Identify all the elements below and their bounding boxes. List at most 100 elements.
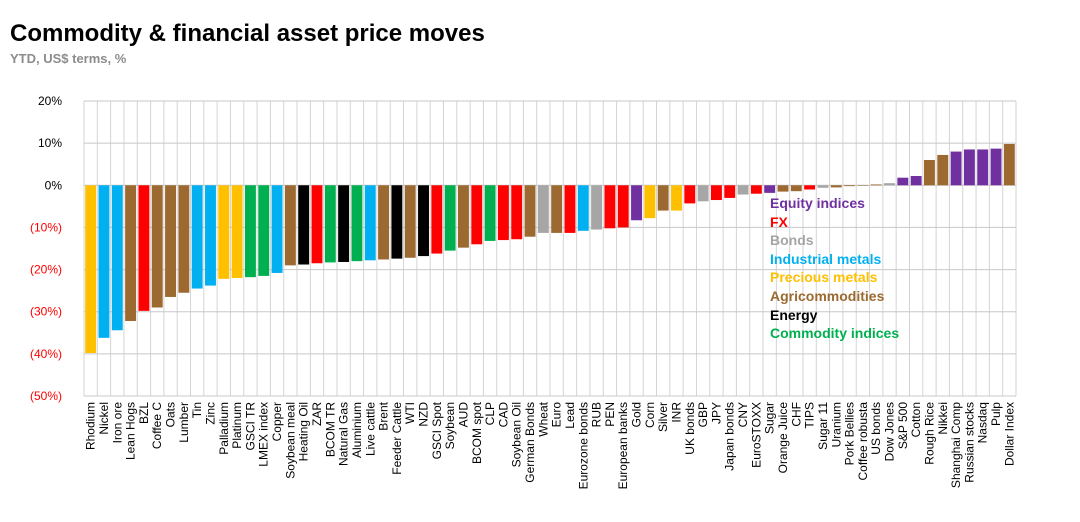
x-tick-label: Copper [270,402,284,441]
x-tick-label: PEN [603,402,617,427]
bar-russian-stocks [963,149,975,186]
x-tick-label: Corn [643,402,657,428]
bar-silver [657,185,669,211]
x-tick-label: BCOM spot [470,401,484,464]
chart-title: Commodity & financial asset price moves [10,20,485,47]
bar-nikkei [937,154,949,186]
bar-lean-hogs [125,185,137,321]
bar-gsci-spot [431,185,443,254]
bar-pen [604,185,616,229]
x-tick-label: Shanghai Comp [949,402,963,488]
x-tick-label: Sugar [763,402,777,434]
bar-sugar-11 [817,185,829,188]
x-tick-label: Brent [377,401,391,430]
bar-uranium [830,185,842,188]
bar-natural-gas [338,185,350,262]
bar-dow-jones [884,183,895,186]
bar-tips [804,185,816,190]
x-tick-label: Heating Oil [297,402,311,461]
legend-item-bonds: Bonds [770,232,814,249]
legend-item-agri: Agricommodities [770,287,885,304]
x-tick-label: Feeder Cattle [390,402,404,475]
bar-live-cattle [364,185,376,261]
x-tick-label: Russian stocks [962,402,976,483]
bar-cotton [910,176,922,186]
x-tick-label: CLP [483,402,497,425]
bar-japan-bonds [724,185,736,198]
x-tick-label: BCOM TR [323,402,337,457]
x-tick-label: Orange Juice [776,402,790,474]
x-tick-label: US bonds [869,402,883,455]
chart-legend: Equity indices FX Bonds Industrial metals Pr… [770,194,899,343]
bar-nzd [418,185,429,257]
x-tick-label: Coffee robusta [856,402,870,481]
bar-wheat [537,185,549,233]
x-tick-label: German Bonds [523,402,537,483]
bar-heating-oil [298,185,310,265]
x-tick-label: Cotton [909,402,923,437]
bar-cny [737,185,749,195]
bar-bcom-spot [471,185,483,245]
x-tick-label: Zinc [203,402,217,425]
bar-soybean [444,185,456,251]
x-tick-label: Nikkei [936,402,950,435]
y-tick-label: (20%) [30,263,62,277]
legend-item-industrial: Industrial metals [770,250,882,267]
x-tick-label: TIPS [803,402,817,429]
x-tick-label: S&P 500 [896,402,910,449]
x-tick-label: Gold [630,402,644,427]
legend-item-fx: FX [770,213,788,230]
x-tick-label: Lumber [177,402,191,443]
bar-euro [551,185,563,233]
x-tick-label: RUB [590,402,604,427]
bar-eurostoxx [750,185,762,194]
x-tick-label: ZAR [310,402,324,426]
bar-cad [497,185,509,241]
bar-lmex-index [258,185,270,276]
bar-tin [191,185,203,289]
bar-rub [591,185,603,230]
bar-uk-bonds [684,185,696,204]
legend-item-commodity_index: Commodity indices [770,325,900,342]
y-tick-label: 20% [38,94,62,108]
bar-aluminium [351,185,363,262]
x-tick-label: BZL [137,402,151,424]
x-tick-label: WTI [403,402,417,424]
bar-coffee-c [151,185,163,308]
x-tick-label: Oats [164,402,178,427]
x-tick-label: Uranium [829,402,843,447]
chart-subtitle: YTD, US$ terms, % [10,51,127,66]
bar-shanghai-comp [950,151,962,186]
bar-corn [644,185,656,219]
x-tick-label: Coffee C [150,402,164,449]
x-tick-label: CNY [736,402,750,427]
x-tick-label: Pork Bellies [843,402,857,465]
x-tick-label: Lean Hogs [124,402,138,460]
x-tick-label: Iron ore [110,402,124,444]
bar-dollar-index [1003,143,1015,186]
bar-soybean-meal [284,185,296,266]
x-tick-label: Wheat [536,401,550,436]
bar-s-p-500 [897,177,909,186]
bar-chf [790,185,802,192]
bar-copper [271,185,283,273]
bar-us-bonds [870,184,882,186]
x-tick-label: Japan bonds [723,402,737,471]
bar-soybean-oil [511,185,523,240]
bar-rhodium [85,185,97,354]
bar-pork-bellies [844,185,856,187]
bar-nasdaq [977,149,989,186]
x-tick-label: AUD [456,402,470,428]
bar-oats [165,185,177,297]
x-tick-label: Pulp [989,402,1003,426]
x-tick-label: Euro [550,402,564,428]
x-tick-label: Lead [563,402,577,429]
y-tick-label: 0% [45,178,63,192]
x-tick-label: Live cattle [363,402,377,456]
x-tick-label: EuroSTOXX [749,402,763,468]
bar-brent [378,185,390,260]
x-tick-label: Palladium [217,402,231,455]
x-tick-label: Silver [656,402,670,432]
x-tick-label: Rhodium [84,402,98,450]
bar-gbp [697,185,709,202]
